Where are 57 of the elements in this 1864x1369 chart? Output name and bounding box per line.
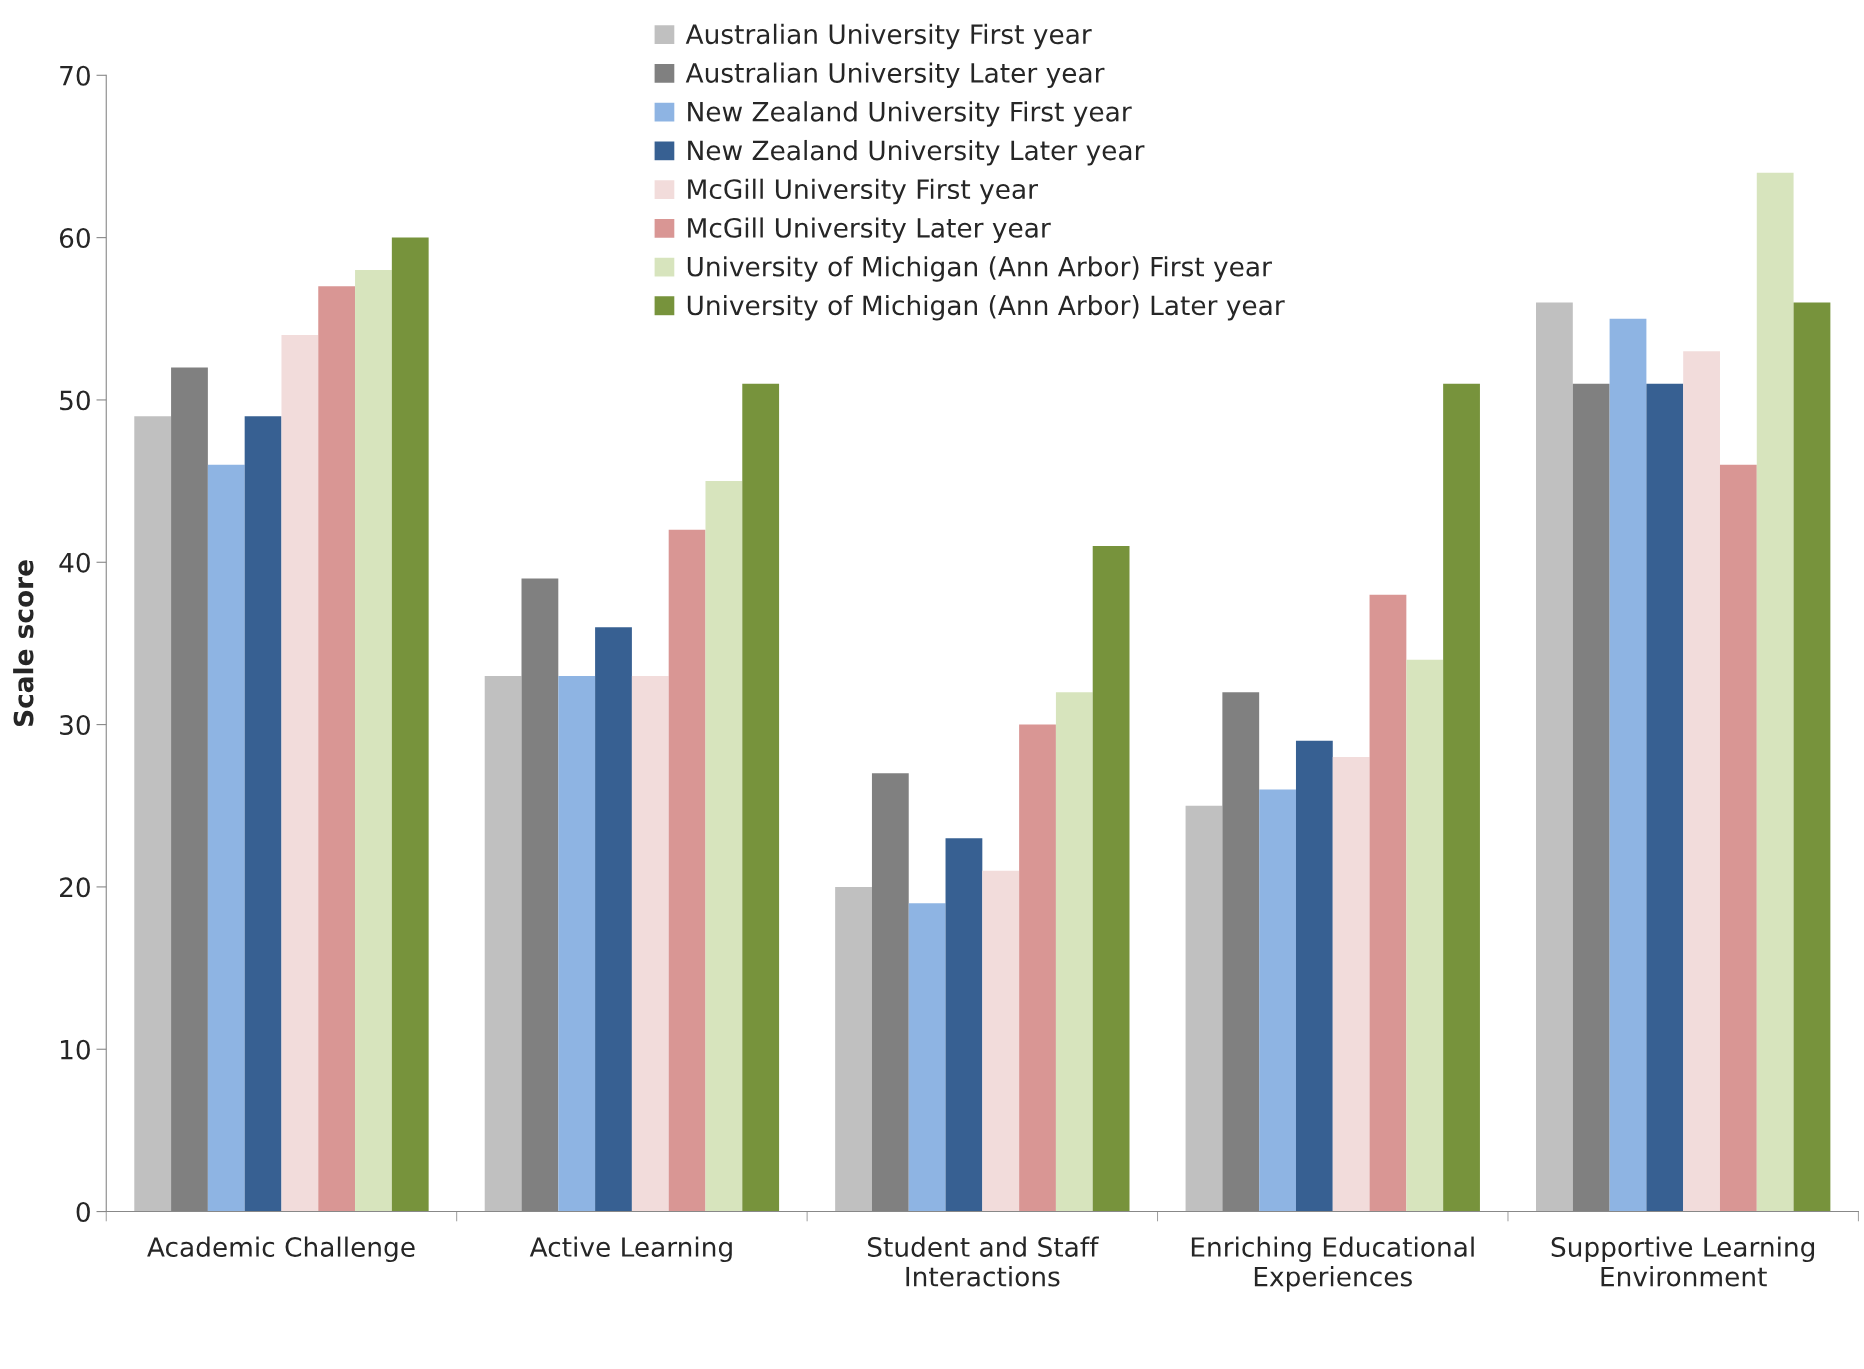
legend-label: Australian University Later year xyxy=(685,62,1105,89)
bar xyxy=(558,675,596,1212)
legend-label: McGill University First year xyxy=(688,178,1038,205)
bar xyxy=(1756,172,1794,1212)
x-tick-label: Active Learning xyxy=(529,1236,732,1263)
bar xyxy=(1646,383,1684,1212)
bar xyxy=(281,335,319,1212)
bar xyxy=(1369,594,1407,1212)
bar xyxy=(1536,302,1573,1212)
bar xyxy=(1019,724,1056,1212)
bar xyxy=(207,464,245,1212)
bar xyxy=(742,383,780,1212)
bar xyxy=(391,237,429,1212)
bar xyxy=(631,675,669,1212)
y-tick-label: 40 xyxy=(59,552,90,573)
legend-label: University of Michigan (Ann Arbor) Later year xyxy=(687,294,1285,321)
bar xyxy=(1185,805,1223,1212)
bar xyxy=(134,416,172,1212)
legend-label: University of Michigan (Ann Arbor) First year xyxy=(687,256,1272,282)
bar xyxy=(1793,302,1831,1212)
y-tick-label: 0 xyxy=(76,1202,90,1222)
y-tick-label: 10 xyxy=(60,1039,90,1060)
y-tick-label: 70 xyxy=(60,65,90,86)
y-tick-label: 60 xyxy=(59,228,90,249)
bar xyxy=(1092,546,1130,1212)
bar xyxy=(1443,383,1480,1212)
bar xyxy=(1295,740,1333,1212)
x-tick-label: Enriching Educational Experiences xyxy=(1191,1236,1474,1292)
x-tick-label: Academic Challenge xyxy=(147,1236,415,1263)
legend-label: New Zealand University First year xyxy=(688,101,1132,127)
bar xyxy=(244,416,282,1212)
bar xyxy=(835,886,872,1212)
bar xyxy=(908,903,946,1212)
bar xyxy=(355,270,392,1212)
legend-label: New Zealand University Later year xyxy=(688,139,1145,166)
bar xyxy=(1055,692,1093,1212)
bar xyxy=(982,870,1020,1212)
y-tick-label: 30 xyxy=(60,715,90,735)
bar xyxy=(668,529,706,1212)
bar xyxy=(705,481,743,1212)
bar xyxy=(318,286,356,1212)
bar xyxy=(1719,464,1757,1212)
bar xyxy=(1683,351,1720,1212)
bar xyxy=(1609,318,1647,1212)
bar xyxy=(484,675,522,1212)
bar xyxy=(945,838,983,1212)
y-tick-label: 50 xyxy=(60,390,90,411)
x-tick-label: Supportive Learning Environment xyxy=(1551,1236,1815,1287)
bar xyxy=(1332,757,1370,1212)
legend-label: McGill University Later year xyxy=(688,217,1051,243)
y-tick-label: 20 xyxy=(60,877,90,898)
bar xyxy=(595,627,632,1212)
y-axis-title: Scale score xyxy=(13,560,34,727)
x-tick-label: Student and Staff Interactions xyxy=(867,1236,1099,1287)
bar xyxy=(1259,789,1296,1212)
bar xyxy=(1406,659,1444,1212)
legend-label: Australian University First year xyxy=(685,23,1092,50)
